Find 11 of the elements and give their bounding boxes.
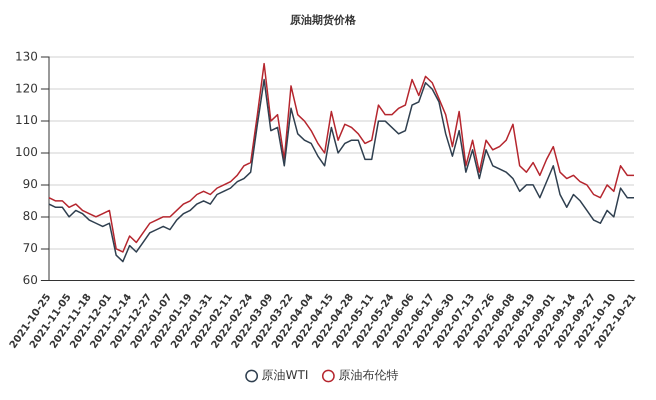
y-tick-label: 90 — [22, 177, 38, 192]
y-tick-label: 120 — [15, 81, 38, 96]
chart-title: 原油期货价格 — [289, 13, 357, 26]
y-tick-label: 80 — [22, 208, 38, 223]
y-tick-label: 70 — [22, 240, 38, 255]
y-tick-label: 130 — [15, 49, 38, 64]
y-tick-label: 110 — [15, 113, 38, 128]
legend-label: 原油布伦特 — [338, 368, 398, 382]
legend-label: 原油WTI — [262, 368, 308, 382]
y-tick-label: 60 — [22, 272, 38, 287]
y-tick-label: 100 — [15, 145, 38, 160]
